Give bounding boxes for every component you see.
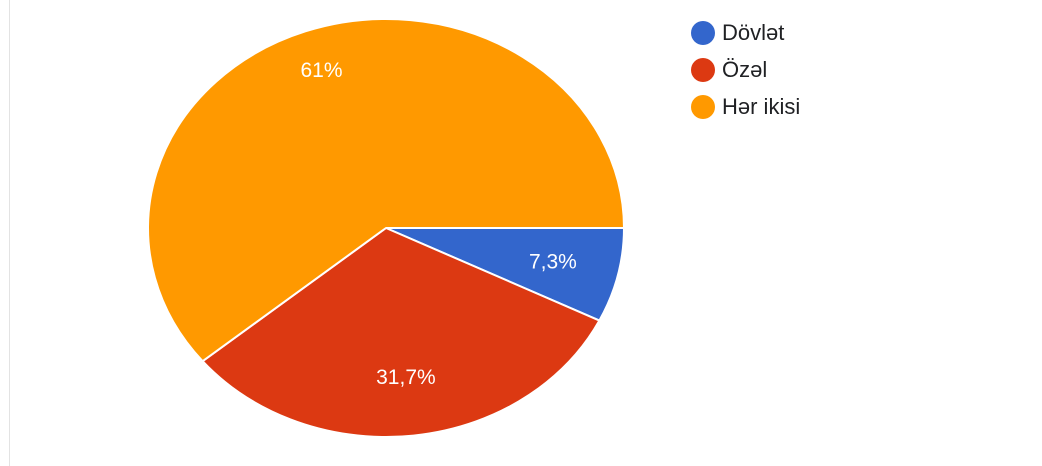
legend-item-3: Hər ikisi	[691, 88, 800, 125]
slice-data-label-2: 31,7%	[376, 366, 436, 389]
legend-label: Özəl	[722, 56, 768, 82]
chart-legend: Dövlət Özəl Hər ikisi	[691, 14, 800, 125]
legend-label: Dövlət	[722, 19, 785, 45]
pie-slice-2	[201, 227, 601, 438]
left-divider	[9, 0, 10, 466]
slice-data-label-1: 7,3%	[529, 251, 577, 274]
slice-data-label-3: 61%	[300, 59, 342, 82]
pie-slice-3	[147, 17, 625, 363]
legend-item-2: Özəl	[691, 51, 800, 88]
legend-item-1: Dövlət	[691, 14, 800, 51]
pie-slice-1	[385, 227, 625, 322]
legend-swatch-icon	[691, 94, 715, 119]
legend-swatch-icon	[691, 57, 715, 82]
legend-swatch-icon	[691, 20, 715, 45]
legend-label: Hər ikisi	[722, 93, 801, 119]
